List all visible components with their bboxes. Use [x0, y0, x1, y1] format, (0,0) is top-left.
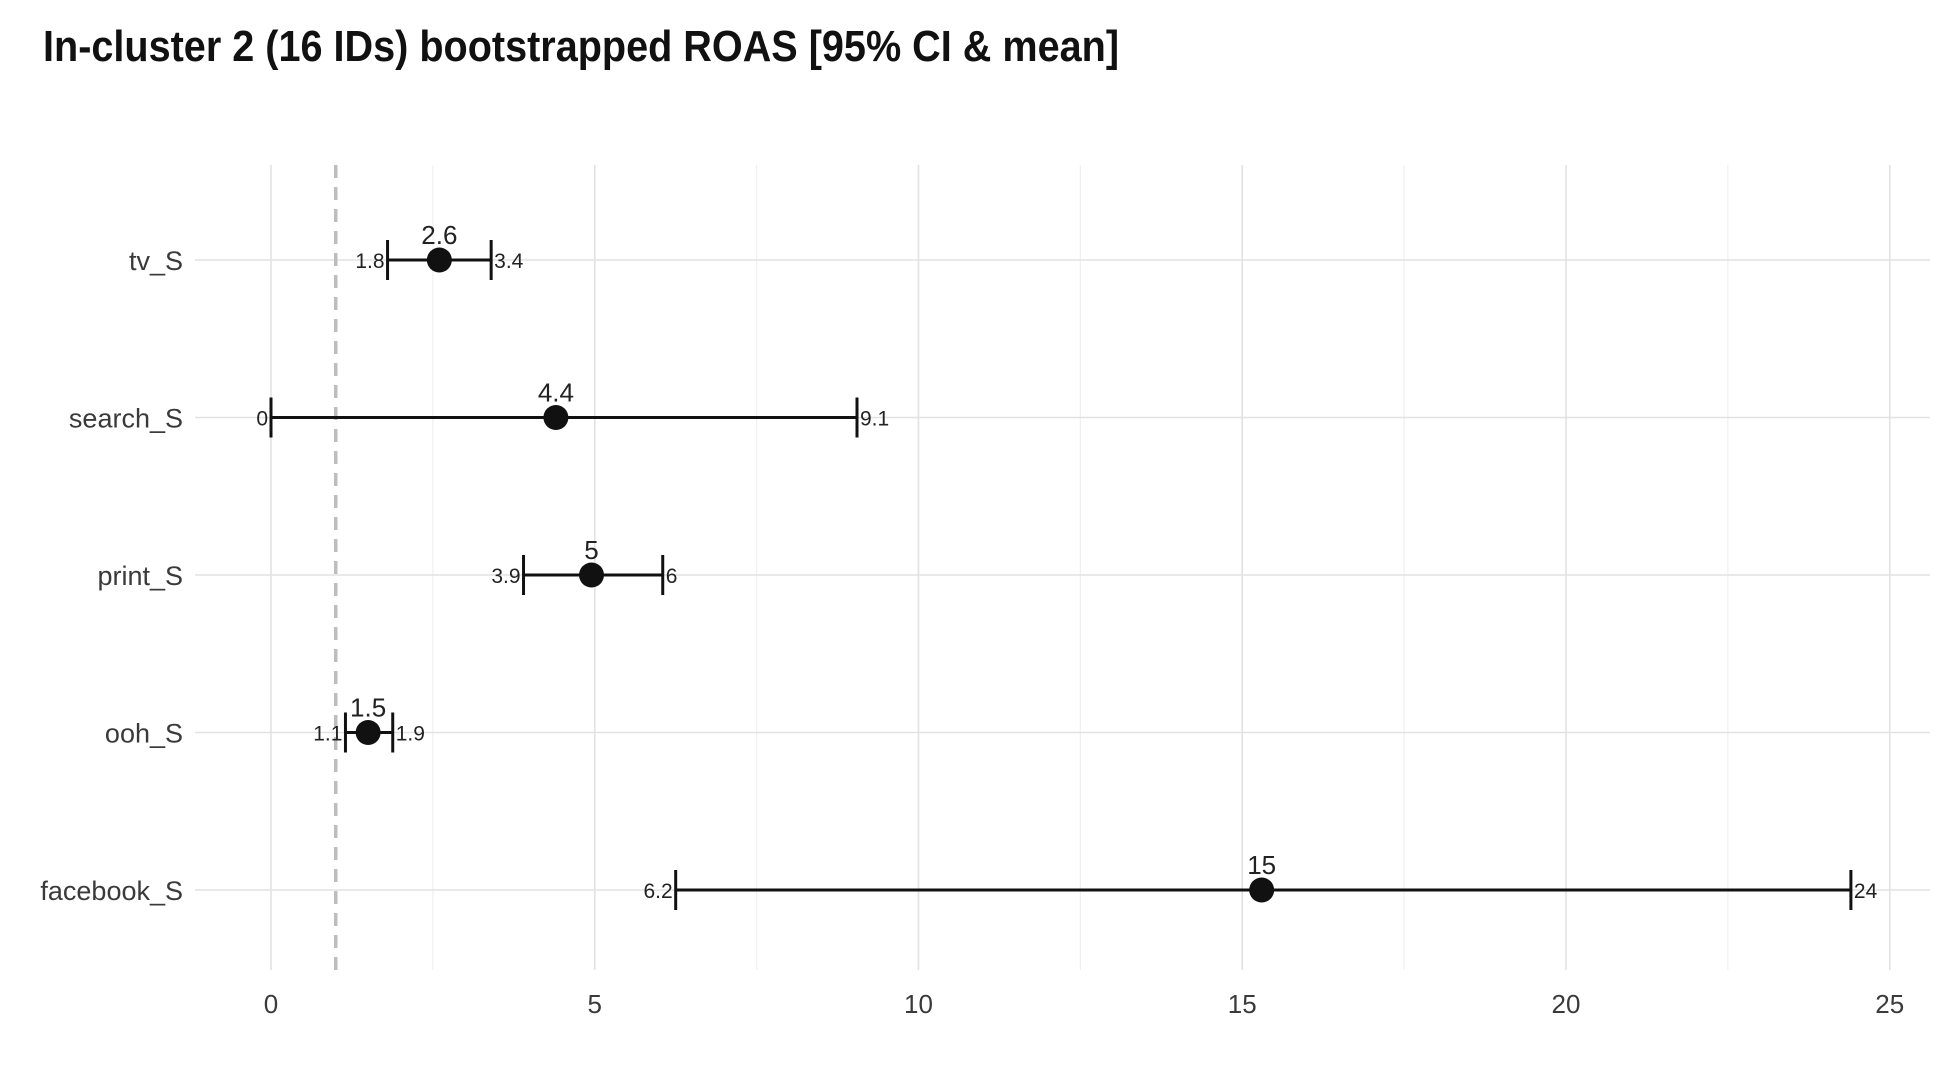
- mean-label: 5: [584, 535, 598, 565]
- mean-point: [543, 405, 569, 430]
- mean-label: 4.4: [538, 378, 574, 408]
- upper-label: 24: [1854, 880, 1878, 903]
- category-label: search_S: [69, 404, 183, 434]
- mean-label: 15: [1247, 850, 1276, 880]
- x-tick-label: 25: [1875, 989, 1904, 1019]
- upper-label: 9.1: [860, 408, 889, 431]
- x-tick-label: 10: [904, 989, 933, 1019]
- upper-label: 1.9: [396, 723, 425, 746]
- lower-label: 0: [256, 408, 268, 431]
- x-tick-label: 15: [1228, 989, 1257, 1019]
- category-label: ooh_S: [105, 719, 183, 749]
- category-label: print_S: [97, 561, 183, 591]
- lower-label: 1.1: [313, 723, 342, 746]
- upper-label: 6: [666, 565, 678, 588]
- mean-point: [355, 720, 381, 745]
- lower-label: 1.8: [355, 250, 384, 273]
- category-label: tv_S: [129, 246, 183, 276]
- x-tick-label: 20: [1552, 989, 1581, 1019]
- mean-point: [1249, 877, 1275, 903]
- lower-label: 6.2: [643, 880, 672, 903]
- x-tick-label: 5: [588, 989, 602, 1019]
- lower-label: 3.9: [491, 565, 520, 588]
- chart-title: In-cluster 2 (16 IDs) bootstrapped ROAS …: [43, 22, 1120, 71]
- x-tick-label: 0: [264, 989, 278, 1019]
- mean-point: [426, 247, 452, 273]
- category-label: facebook_S: [40, 876, 183, 906]
- upper-label: 3.4: [494, 250, 524, 273]
- mean-label: 2.6: [421, 220, 457, 250]
- mean-label: 1.5: [350, 693, 386, 723]
- mean-point: [579, 562, 605, 588]
